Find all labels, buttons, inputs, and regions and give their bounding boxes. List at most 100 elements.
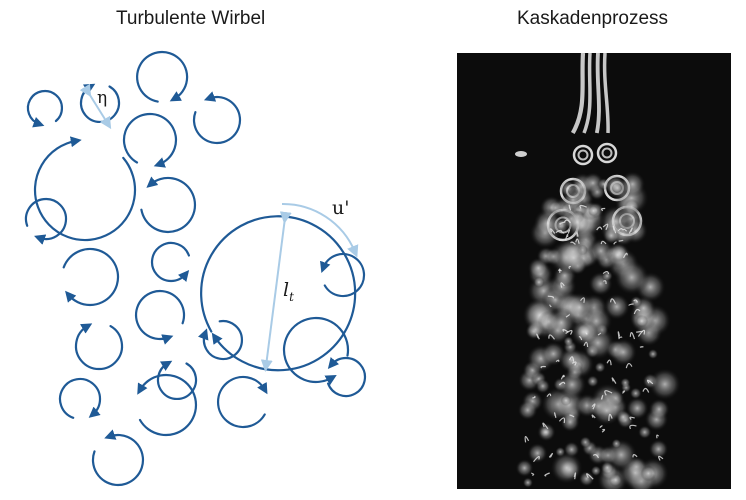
turbulent-filament	[610, 298, 617, 304]
turbulent-filament	[632, 454, 638, 458]
turbulent-filament	[633, 308, 641, 315]
turbulent-filament	[571, 361, 577, 366]
turbulent-filament	[603, 280, 607, 285]
cascade-photo	[457, 53, 731, 489]
turbulent-filament	[591, 414, 596, 419]
turbulent-filament	[564, 233, 569, 241]
turbulent-filament	[549, 228, 556, 234]
turbulent-filament	[560, 374, 565, 380]
turbulent-filament	[568, 265, 572, 269]
turbulent-puff	[560, 412, 581, 433]
title-cascade-process: Kaskadenprozess	[517, 8, 669, 29]
turbulent-filament	[622, 390, 626, 394]
turbulent-filament	[606, 359, 612, 366]
eddy-1	[136, 50, 189, 103]
turbulent-puff	[527, 442, 548, 464]
eddy-21	[216, 375, 268, 429]
eddy-15	[74, 323, 124, 371]
turbulent-puff	[565, 210, 590, 234]
turbulent-puff	[533, 276, 545, 288]
turbulent-filament	[573, 472, 577, 480]
turbulent-filament	[597, 332, 602, 336]
turbulent-filament	[613, 241, 617, 245]
turbulent-filament	[611, 377, 617, 384]
eddy-17	[156, 360, 198, 401]
turbulent-filament	[547, 295, 554, 299]
turbulent-filament	[530, 472, 535, 476]
velocity-arc	[281, 202, 359, 258]
eddy-18	[327, 356, 367, 398]
turbulent-filament	[591, 403, 596, 410]
turbulent-filament	[569, 356, 575, 362]
turbulent-puff	[557, 370, 587, 400]
turbulent-puff	[536, 422, 556, 442]
title-turbulent-eddies: Turbulente Wirbel	[116, 8, 266, 29]
eta-symbol: η	[97, 88, 107, 108]
turbulent-filament	[622, 252, 628, 259]
turbulent-filament	[602, 223, 609, 231]
turbulent-filament	[559, 221, 566, 225]
turbulent-puff	[579, 436, 592, 449]
eta-scale-line	[79, 83, 112, 130]
turbulent-filament	[585, 332, 588, 335]
eddy-2	[26, 89, 64, 128]
turbulent-filament	[657, 455, 664, 461]
turbulent-filament	[563, 219, 571, 224]
turbulent-puff	[619, 171, 646, 198]
turbulent-filament	[583, 341, 589, 348]
turbulent-puff	[574, 320, 599, 345]
turbulent-filament	[622, 228, 628, 232]
turbulent-puff	[556, 240, 591, 275]
turbulent-puff	[564, 292, 595, 323]
eddy-19	[58, 377, 102, 419]
turbulent-filament	[536, 333, 540, 340]
turbulent-puff	[582, 172, 604, 194]
turbulent-filament	[570, 241, 576, 245]
turbulent-filament	[580, 297, 585, 303]
eddy-8	[24, 197, 68, 245]
jet-strand-3	[594, 53, 601, 134]
turbulent-filament	[546, 393, 552, 397]
turbulent-filament	[612, 225, 617, 234]
turbulent-puff	[558, 346, 585, 374]
turbulent-puff	[590, 465, 602, 477]
turbulent-filament	[548, 452, 553, 458]
turbulent-filament	[629, 424, 637, 430]
turbulent-filament	[555, 229, 562, 234]
turbulent-puff	[648, 398, 670, 421]
turbulent-filament	[656, 434, 660, 439]
length-scale-line	[260, 211, 292, 372]
turbulent-filament	[602, 270, 610, 275]
turbulent-filament	[586, 473, 594, 480]
roll-up-core-2	[601, 147, 613, 159]
eddy-6	[33, 136, 137, 242]
roll-up-core-1	[577, 149, 589, 161]
turbulent-filament	[628, 227, 633, 234]
turbulent-filament	[562, 328, 569, 333]
turbulent-puff	[648, 439, 669, 460]
jet-strand-2	[582, 53, 592, 134]
turbulent-filament	[548, 334, 555, 340]
turbulent-filament	[524, 435, 530, 443]
eddy-14	[320, 252, 366, 298]
eddy-16	[282, 316, 350, 386]
turbulent-puff	[591, 395, 622, 426]
turbulent-puff	[550, 451, 584, 485]
turbulent-filament	[601, 428, 606, 433]
turbulent-filament	[637, 329, 646, 337]
turbulent-puff	[602, 226, 621, 245]
turbulent-filament	[629, 416, 635, 420]
turbulent-puff	[588, 205, 599, 217]
turbulent-filament	[555, 359, 560, 363]
jet-strand-4	[602, 53, 610, 134]
smoke-fleck	[515, 151, 527, 157]
turbulent-filament	[569, 414, 575, 418]
turbulent-filament	[567, 229, 571, 234]
jet-strand-1	[570, 53, 586, 135]
turbulent-filament	[549, 304, 552, 308]
turbulent-filament	[646, 379, 654, 385]
turbulent-filament	[578, 336, 583, 341]
turbulent-puff	[527, 257, 550, 279]
turbulent-puff	[609, 338, 638, 367]
turbulent-puff	[611, 438, 622, 449]
